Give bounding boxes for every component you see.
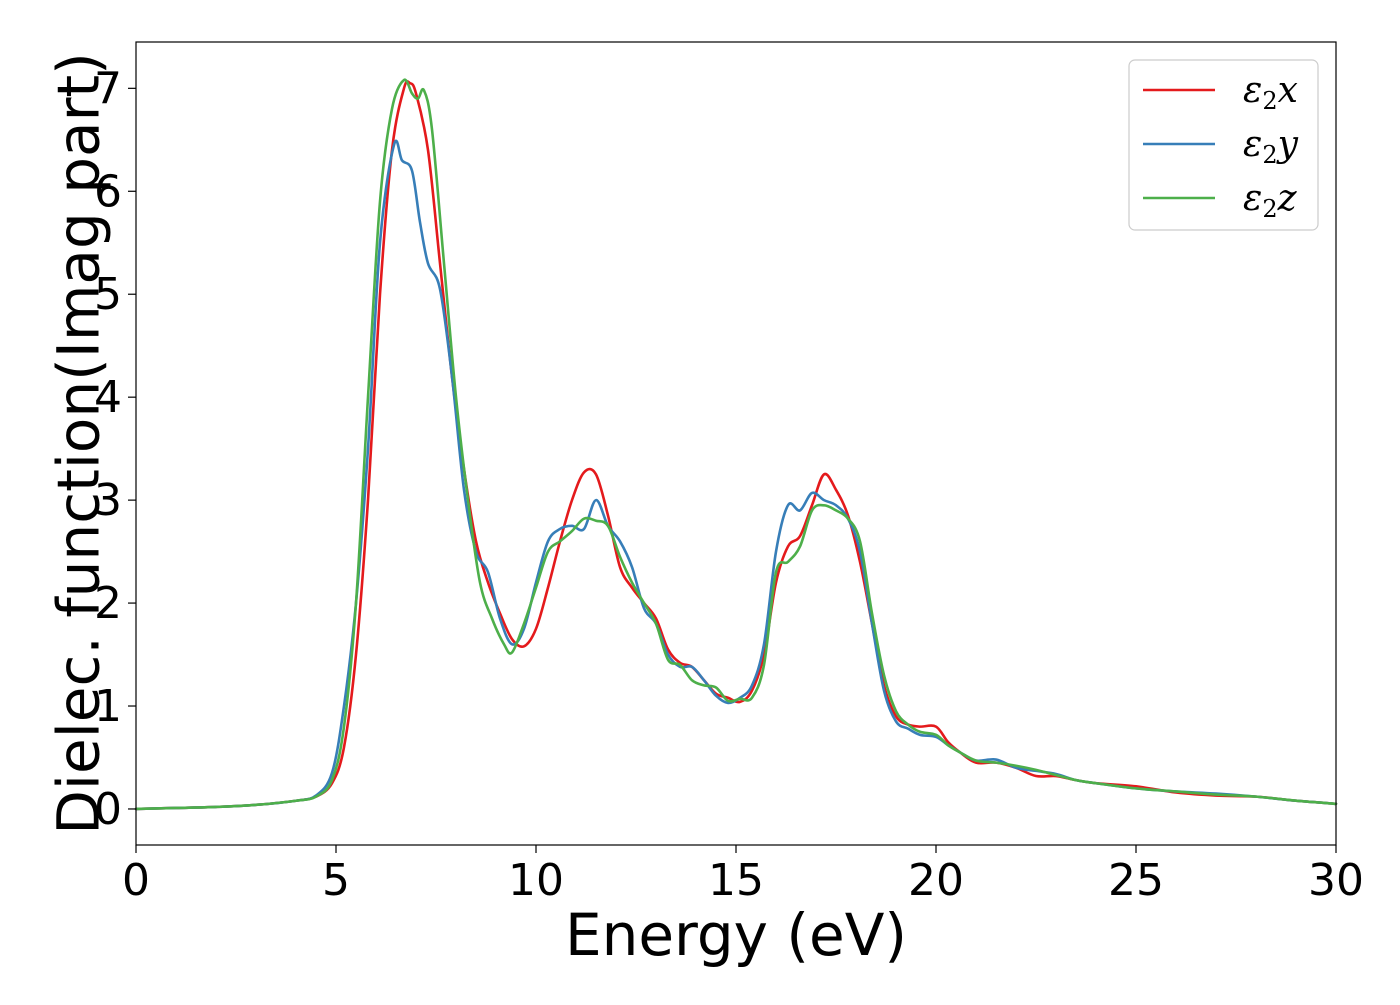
legend-label-z: ε2z: [1243, 178, 1298, 223]
y-tick-label: 0: [94, 784, 122, 835]
series-line-y: [134, 139, 1338, 811]
x-tick-label: 10: [508, 855, 564, 906]
y-tick-label: 3: [94, 475, 122, 526]
y-tick-label: 4: [94, 372, 122, 423]
y-tick-label: 6: [94, 166, 122, 217]
legend: ε2x ε2y ε2z: [1128, 59, 1319, 231]
series-layer: [134, 78, 1338, 811]
series-line-z: [134, 78, 1338, 811]
y-tick-label: 7: [94, 63, 122, 114]
y-axis: 0 1 2 3 4 5 6 7: [94, 63, 136, 835]
y-tick-label: 5: [94, 269, 122, 320]
x-tick-label: 0: [122, 855, 150, 906]
y-tick-label: 1: [94, 681, 122, 732]
legend-box: [1128, 59, 1319, 231]
x-axis-title: Energy (eV): [565, 901, 907, 969]
legend-label-x: ε2x: [1243, 70, 1298, 115]
y-tick-label: 2: [94, 578, 122, 629]
x-tick-label: 5: [322, 855, 350, 906]
legend-label-y: ε2y: [1243, 124, 1299, 169]
x-tick-label: 30: [1308, 855, 1364, 906]
x-tick-label: 25: [1108, 855, 1164, 906]
y-axis-title: Dielec. function(Imag part): [44, 52, 112, 835]
x-tick-label: 20: [908, 855, 964, 906]
x-tick-label: 15: [708, 855, 764, 906]
x-axis: 0 5 10 15 20 25 30: [122, 845, 1364, 906]
